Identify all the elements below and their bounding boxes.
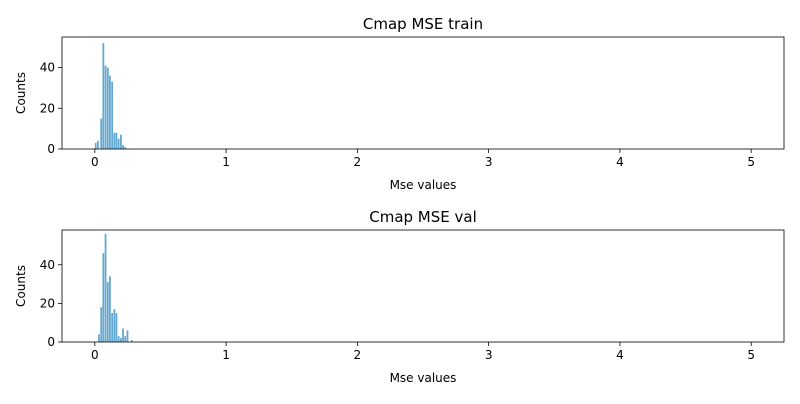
x-ticks: 0 1 2 3 4 5: [91, 342, 755, 362]
y-axis-label: Counts: [14, 72, 28, 114]
histogram-bar-10: [120, 338, 122, 342]
histogram-bar-4: [106, 282, 109, 342]
bars: [94, 43, 127, 149]
x-tick-label: 3: [485, 155, 493, 169]
histogram-bar-7: [113, 309, 116, 342]
chart-cmap-mse-train: Cmap MSE train 0 1 2 3 4 5 0 20 40 Mse values C…: [14, 15, 785, 192]
y-tick-label: 20: [40, 296, 55, 310]
histogram-bar-0: [98, 334, 100, 342]
histogram-bar-8: [113, 132, 116, 149]
y-tick-label: 40: [40, 61, 55, 75]
histogram-bar-5: [106, 67, 109, 149]
histogram-bar-3: [102, 43, 105, 149]
histogram-bar-13: [124, 146, 127, 149]
chart-title: Cmap MSE val: [369, 208, 477, 226]
histogram-bar-9: [115, 132, 118, 149]
histogram-bar-3: [104, 233, 107, 342]
histogram-bar-1: [100, 307, 103, 342]
histogram-bar-11: [122, 328, 124, 342]
histogram-bar-5: [109, 276, 111, 342]
histogram-bar-1: [97, 140, 99, 149]
y-tick-label: 0: [47, 335, 55, 349]
histogram-bar-2: [100, 118, 103, 149]
chart-cmap-mse-val: Cmap MSE val 0 1 2 3 4 5 0 20 40 Mse values Cou…: [14, 208, 785, 385]
histogram-bar-14: [130, 340, 133, 342]
chart-title: Cmap MSE train: [363, 15, 483, 33]
x-tick-label: 2: [354, 155, 362, 169]
histogram-bar-12: [122, 144, 124, 149]
histogram-bar-6: [109, 75, 111, 149]
bars: [98, 233, 133, 342]
histogram-bar-2: [102, 253, 105, 342]
histogram-bar-7: [111, 81, 114, 149]
x-axis-label: Mse values: [390, 371, 457, 385]
y-ticks: 0 20 40: [40, 258, 62, 349]
histogram-bar-8: [115, 313, 118, 342]
histogram-bar-11: [120, 134, 122, 149]
histogram-bar-0: [94, 142, 97, 149]
x-tick-label: 2: [354, 348, 362, 362]
x-axis-label: Mse values: [390, 178, 457, 192]
histogram-bar-9: [117, 336, 120, 342]
x-tick-label: 0: [91, 155, 99, 169]
y-tick-label: 40: [40, 258, 55, 272]
axes-frame: [61, 229, 785, 343]
x-tick-label: 5: [747, 155, 755, 169]
x-ticks: 0 1 2 3 4 5: [91, 149, 755, 169]
x-tick-label: 1: [222, 155, 230, 169]
histogram-bar-13: [126, 330, 129, 342]
x-tick-label: 4: [616, 348, 624, 362]
axes-frame: [61, 36, 785, 150]
x-tick-label: 0: [91, 348, 99, 362]
histogram-bar-4: [104, 65, 107, 149]
y-ticks: 0 20 40: [40, 61, 62, 156]
histogram-bar-12: [124, 336, 127, 342]
x-tick-label: 4: [616, 155, 624, 169]
y-tick-label: 20: [40, 101, 55, 115]
y-axis-label: Counts: [14, 265, 28, 307]
histogram-bar-10: [117, 138, 120, 149]
x-tick-label: 5: [747, 348, 755, 362]
y-tick-label: 0: [47, 142, 55, 156]
histogram-bar-6: [111, 313, 114, 342]
x-tick-label: 1: [222, 348, 230, 362]
x-tick-label: 3: [485, 348, 493, 362]
